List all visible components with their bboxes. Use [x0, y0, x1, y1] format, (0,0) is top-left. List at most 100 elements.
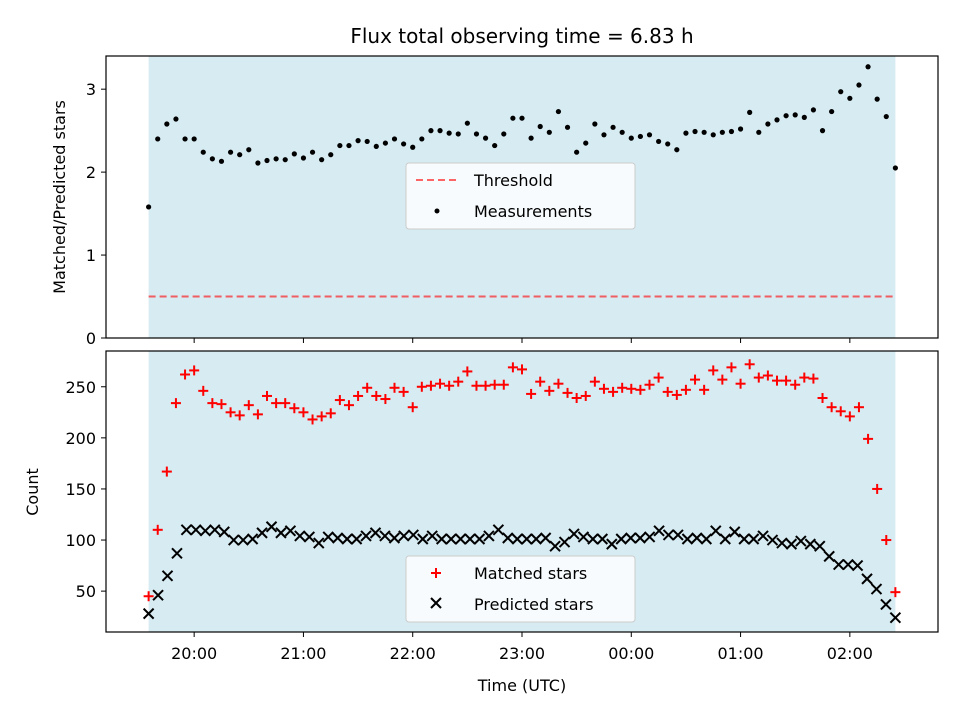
measurement-point [674, 147, 680, 153]
matched-star-point [535, 376, 546, 387]
top-panel: 0 1 2 3 Matched/Predicted stars Threshold M… [50, 55, 939, 348]
matched-star-point [353, 390, 364, 401]
matched-star-point [416, 381, 427, 392]
measurement-point [574, 149, 580, 155]
measurement-point [801, 114, 807, 120]
x-tick-label: 22:00 [390, 644, 436, 663]
measurement-point [482, 135, 489, 141]
predicted-star-point [237, 534, 249, 546]
matched-star-point [444, 380, 455, 391]
predicted-star-point [275, 527, 287, 539]
matched-star-point [835, 406, 846, 417]
predicted-star-point [558, 536, 571, 548]
matched-star-point [498, 379, 509, 390]
predicted-star-point [549, 540, 561, 552]
measurement-point [874, 96, 880, 102]
matched-star-point [717, 374, 728, 385]
predicted-star-point [842, 558, 854, 571]
predicted-star-point [653, 525, 665, 537]
bottom-panel-y-label: Count [23, 468, 42, 516]
matched-star-point [680, 384, 691, 395]
matched-star-point [726, 362, 737, 373]
predicted-star-point [587, 533, 599, 545]
threshold-legend-label: Threshold [473, 171, 553, 190]
matched-star-point [863, 433, 874, 444]
matched-star-point [170, 398, 181, 409]
matched-star-point [626, 383, 637, 394]
matched-star-point [826, 402, 837, 413]
matched-star-point [872, 483, 883, 494]
predicted-star-point [776, 537, 788, 549]
predicted-star-point [161, 570, 174, 582]
matched-legend-label: Matched stars [474, 564, 587, 583]
measurement-point [692, 128, 698, 135]
matched-star-point [517, 364, 527, 375]
measurement-point [291, 151, 297, 157]
measurement-point [783, 113, 789, 119]
matched-star-point [753, 372, 764, 383]
predicted-star-point [218, 526, 230, 538]
measurement-point [619, 129, 625, 135]
bottom-panel-y-axis: 50 100 150 200 250 [65, 378, 106, 601]
predicted-star-point [454, 533, 467, 545]
predicted-star-point [757, 530, 769, 542]
matched-star-point [671, 389, 682, 400]
measurement-point [209, 156, 215, 162]
matched-star-point [380, 394, 391, 405]
predicted-star-point [511, 533, 523, 545]
measurement-point [747, 109, 753, 115]
predicted-star-point [435, 533, 448, 545]
measurement-point [865, 64, 871, 70]
matched-star-point [571, 393, 582, 404]
predicted-star-point [851, 559, 864, 572]
predicted-star-point [785, 538, 798, 550]
predicted-star-point [823, 550, 835, 563]
predicted-star-point [719, 533, 731, 545]
measurement-point [155, 136, 161, 142]
matched-star-point [343, 400, 354, 411]
measurement-point [765, 121, 771, 127]
predicted-star-point [152, 589, 164, 601]
predicted-star-point [634, 532, 646, 544]
x-tick-label: 00:00 [608, 644, 654, 663]
measurement-point [637, 133, 643, 140]
matched-star-point [334, 395, 345, 406]
measurement-point [410, 144, 416, 150]
predicted-star-point [256, 527, 268, 539]
measurement-point [737, 126, 744, 132]
chart-title: Flux total observing time = 6.83 h [350, 24, 693, 48]
matched-star-point [471, 380, 482, 391]
predicted-star-point [473, 533, 486, 545]
measurement-point [346, 142, 352, 149]
predicted-star-point [171, 547, 183, 560]
top-legend-box [405, 162, 636, 230]
measurement-point [337, 142, 343, 149]
measurement-point [300, 155, 307, 161]
bottom-y-tick-label: 250 [65, 378, 96, 397]
matched-star-point [598, 383, 609, 394]
measurement-point [309, 149, 316, 155]
predicted-star-point [369, 527, 382, 539]
predicted-star-point [284, 525, 297, 537]
measurement-point [182, 136, 188, 142]
predicted-star-point [766, 534, 779, 546]
measurement-point [810, 107, 817, 113]
matched-star-point [890, 587, 901, 598]
predicted-star-point [180, 524, 193, 536]
matched-star-point [152, 524, 163, 535]
matched-star-point [771, 375, 782, 386]
measurement-point [355, 138, 361, 144]
predicted-star-point [379, 530, 391, 542]
predicted-star-point [624, 532, 637, 544]
x-tick-label: 20:00 [171, 644, 217, 663]
measurement-point [646, 132, 653, 138]
matched-star-point [662, 386, 673, 397]
predicted-star-point [483, 530, 495, 542]
predicted-star-point [294, 530, 306, 542]
matched-star-point [635, 384, 646, 395]
measurement-point [501, 131, 507, 137]
matched-star-point [817, 393, 828, 404]
measurement-point [555, 108, 562, 115]
matched-star-point [307, 414, 318, 425]
predicted-star-point [700, 533, 713, 545]
